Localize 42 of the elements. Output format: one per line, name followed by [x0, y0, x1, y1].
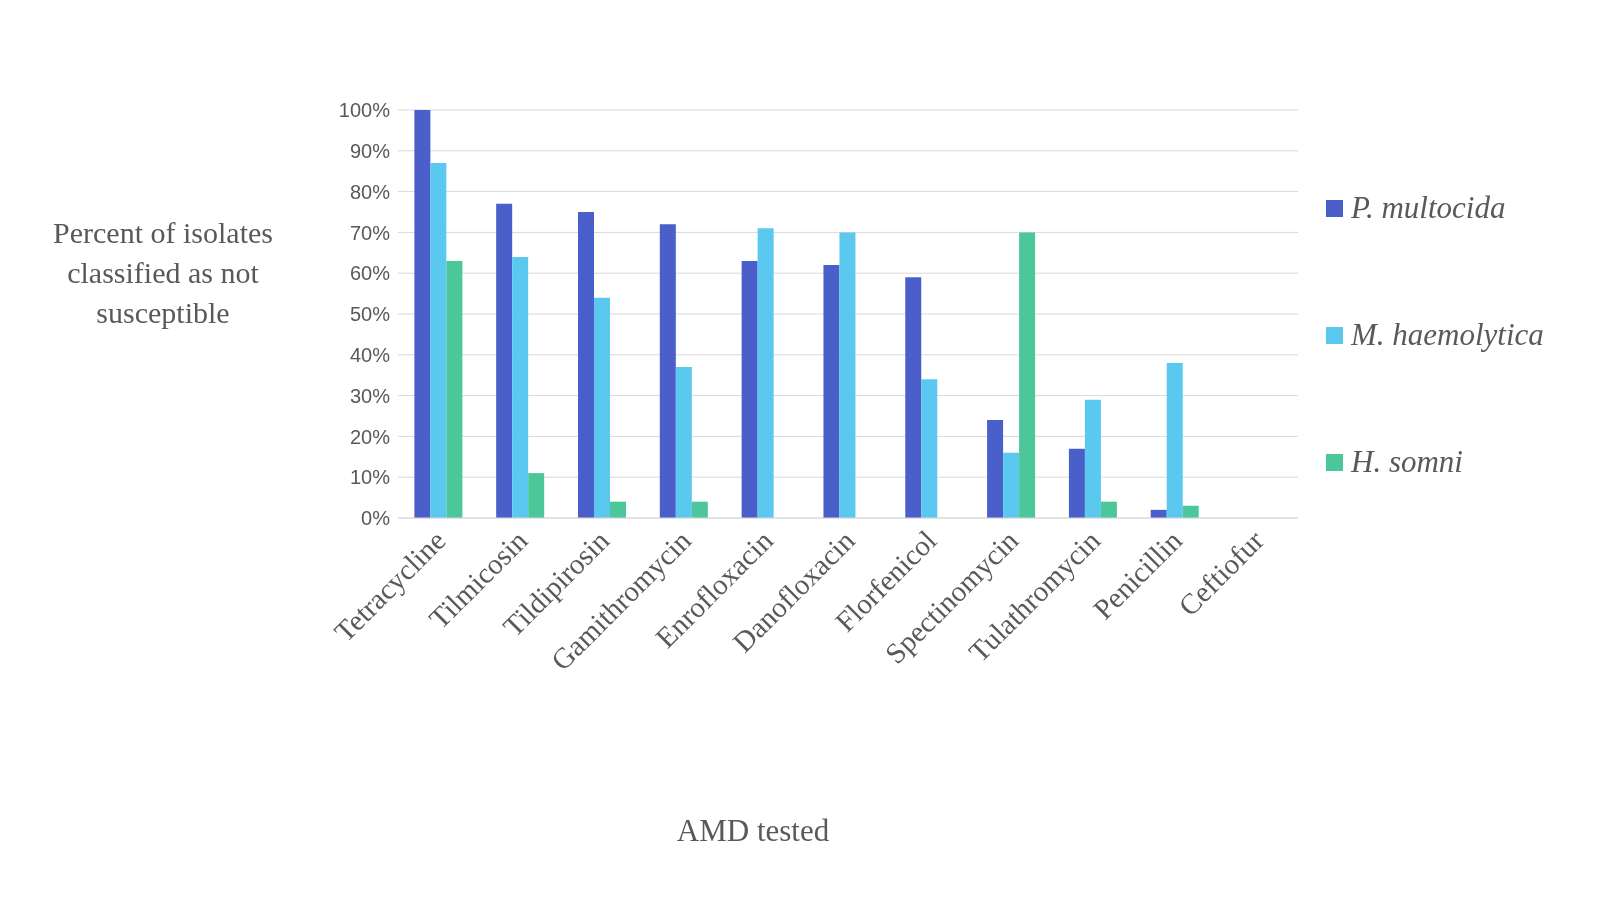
bar — [512, 256, 529, 518]
y-tick-label: 30% — [349, 384, 391, 407]
y-tick-label: 50% — [349, 303, 391, 326]
bar — [1068, 448, 1085, 518]
bar — [1100, 501, 1117, 518]
y-tick-label: 70% — [349, 221, 391, 244]
bar — [823, 265, 840, 518]
y-tick-label: 10% — [349, 466, 391, 489]
bar — [987, 420, 1004, 518]
bar — [1019, 232, 1036, 518]
legend-label: M. haemolytica — [1351, 317, 1544, 353]
y-tick-label: 20% — [349, 425, 391, 448]
bar — [496, 203, 513, 518]
bar — [414, 110, 431, 518]
bar — [921, 379, 938, 518]
y-tick-label: 60% — [349, 262, 391, 285]
bar — [528, 473, 545, 518]
bar — [1003, 452, 1020, 518]
y-tick-label: 90% — [349, 139, 391, 162]
y-tick-label: 40% — [349, 343, 391, 366]
bar — [659, 224, 676, 518]
bar — [905, 277, 922, 518]
bar — [1166, 362, 1183, 518]
x-axis-title: AMD tested — [675, 813, 831, 849]
bar — [610, 501, 626, 518]
bar — [839, 232, 856, 518]
bar — [675, 367, 692, 518]
bar — [1182, 505, 1199, 518]
bar — [757, 228, 774, 518]
legend-label: H. somni — [1351, 444, 1463, 480]
legend-label: P. multocida — [1351, 190, 1506, 226]
bar — [578, 212, 594, 518]
bar — [1084, 399, 1101, 518]
bar — [691, 501, 708, 518]
y-tick-label: 100% — [338, 99, 391, 122]
bar — [430, 163, 447, 518]
bar — [446, 260, 463, 518]
bar — [741, 260, 758, 518]
y-axis-title: Percent of isolates classified as not susceptible — [52, 215, 274, 331]
y-tick-label: 80% — [349, 180, 391, 203]
bar — [594, 297, 610, 518]
y-tick-label: 0% — [361, 507, 391, 530]
